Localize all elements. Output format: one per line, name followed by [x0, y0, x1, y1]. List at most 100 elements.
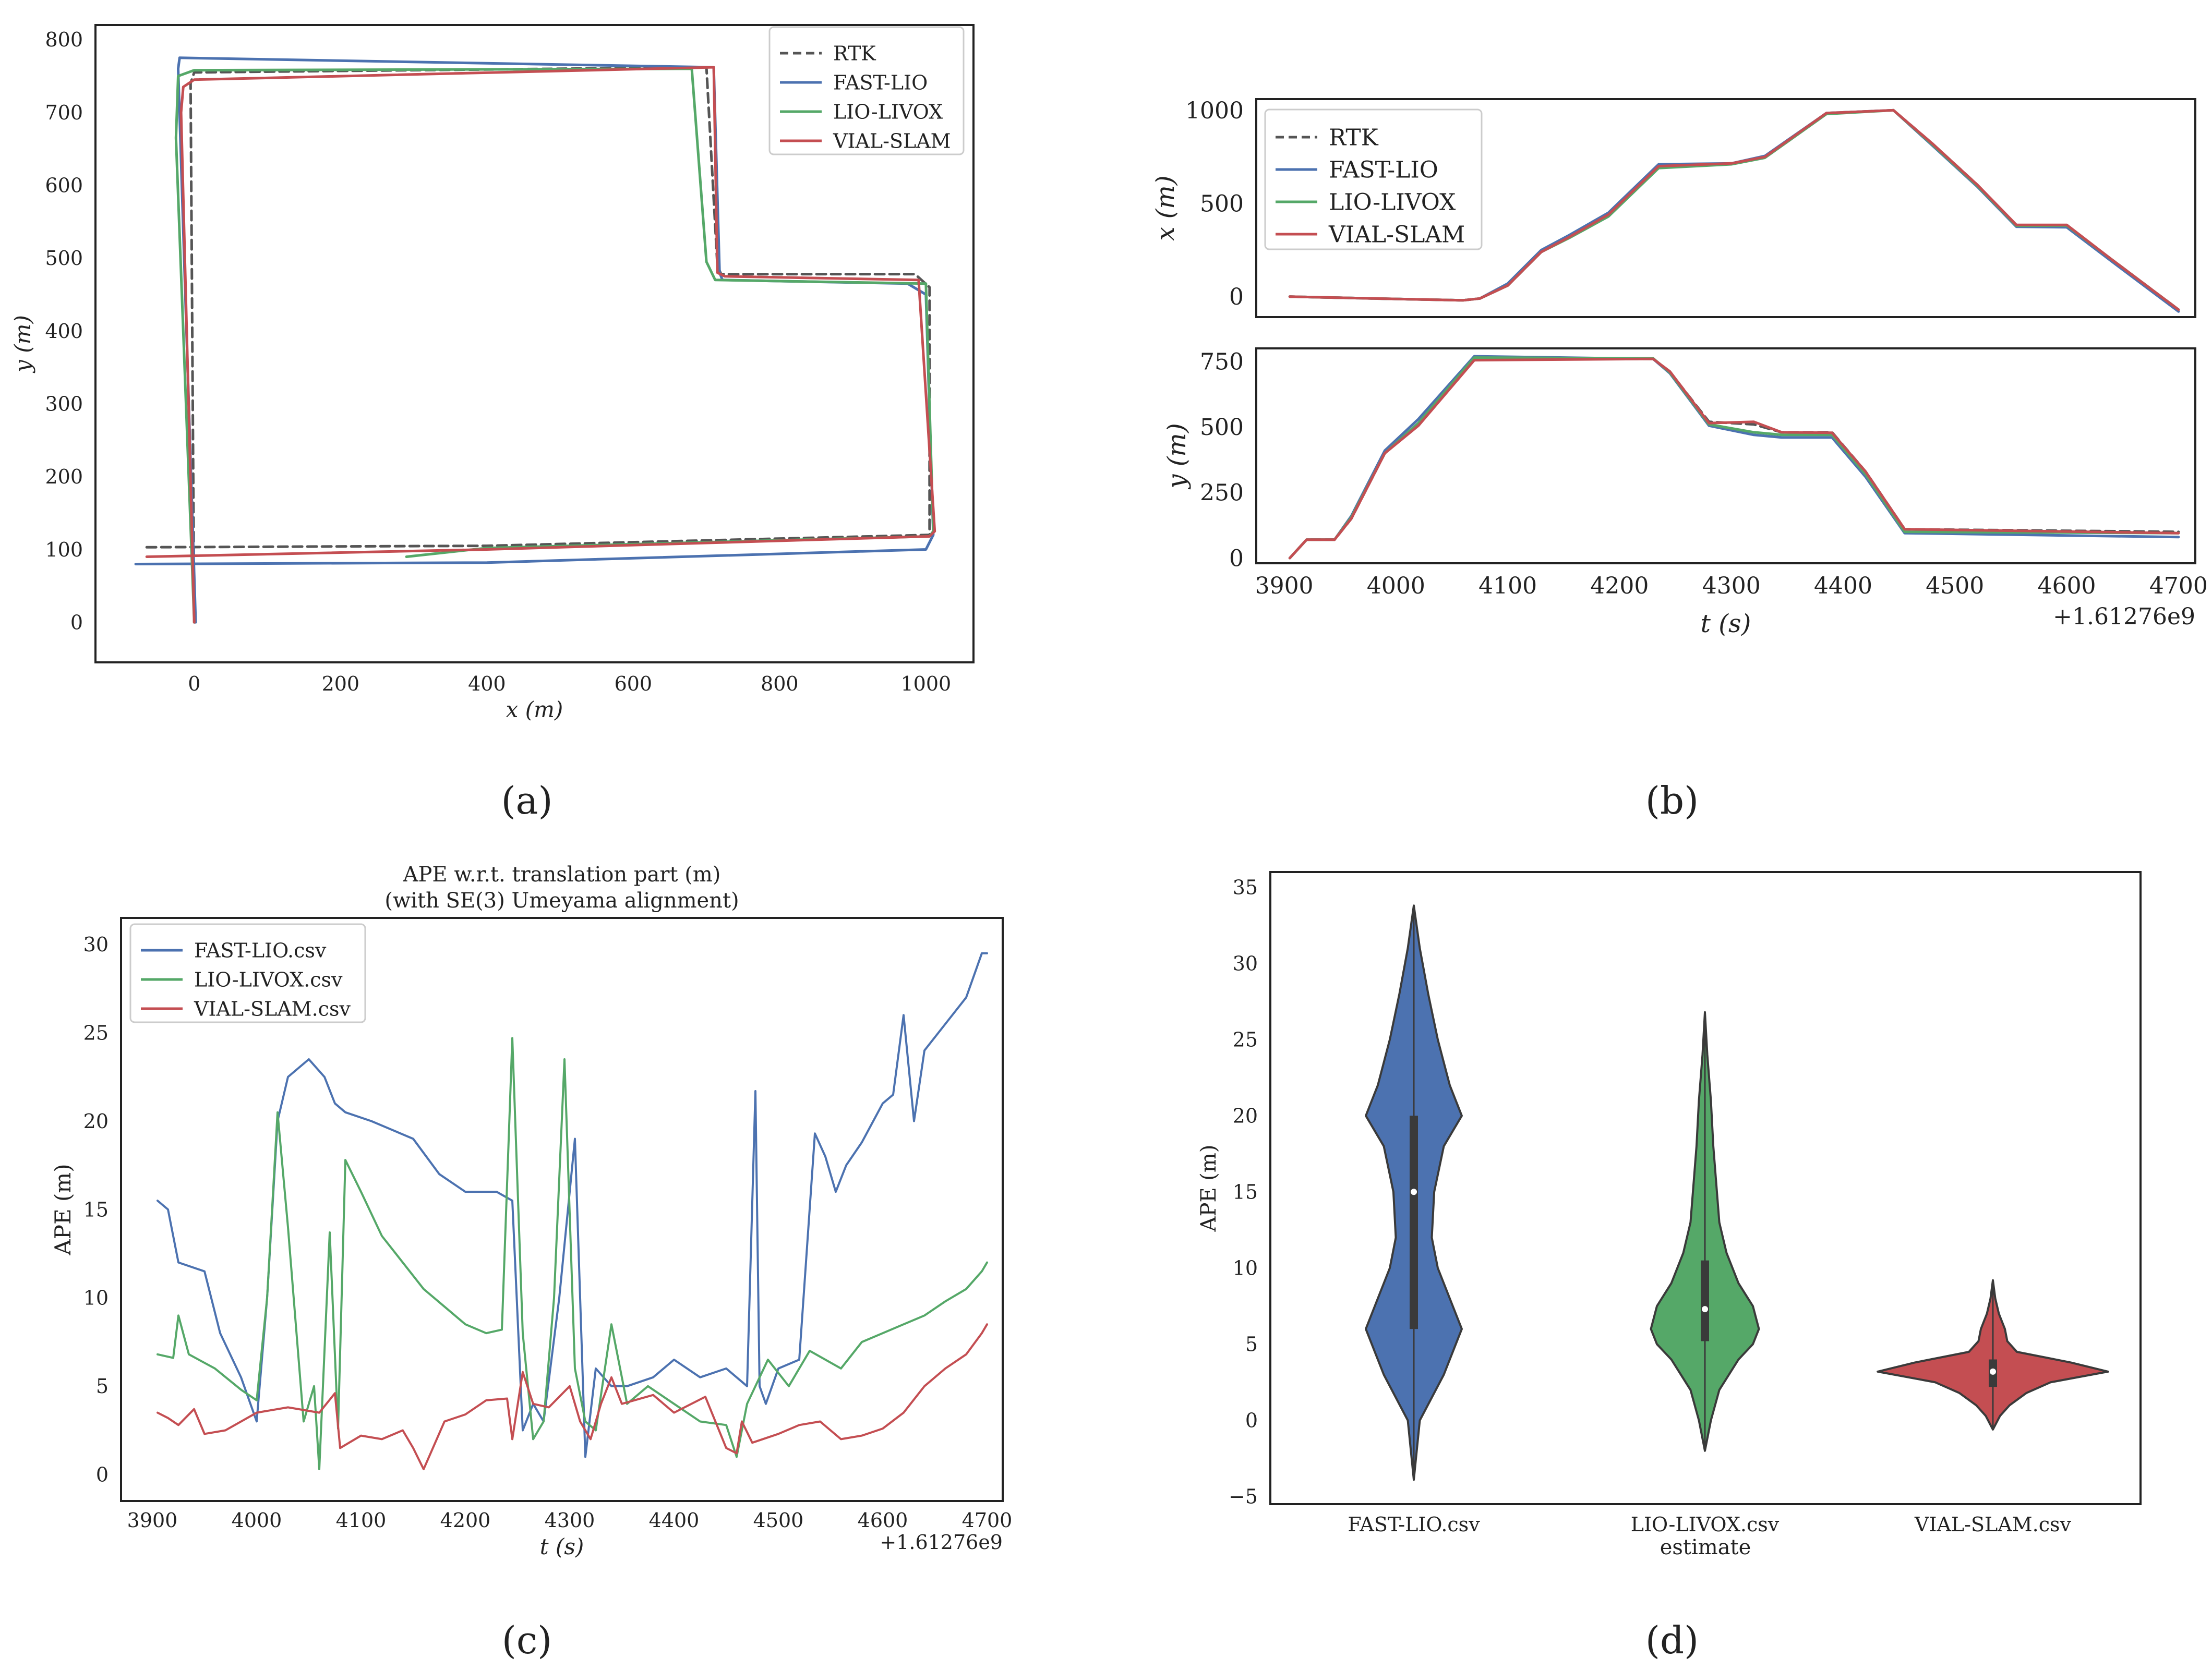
- y-tick-label: 30: [1233, 952, 1258, 975]
- x-tick-label: 400: [468, 672, 506, 695]
- y-tick-label: 200: [45, 465, 83, 488]
- series-line-lio-livox: [157, 1037, 988, 1470]
- series-line-vial-slam: [157, 1323, 988, 1470]
- y-tick-label: 20: [83, 1110, 109, 1133]
- series-line-y-vial-slam: [1288, 357, 2180, 560]
- panel-d-frame: [1269, 871, 2142, 1505]
- x-tick-label: 4700: [962, 1509, 1013, 1532]
- offset-label: +1.61276e9: [2053, 603, 2195, 630]
- legend-label: VIAL-SLAM.csv: [194, 997, 351, 1020]
- series-line-x-vial-slam: [1288, 108, 2180, 311]
- x-axis-label: t (s): [540, 1534, 584, 1559]
- x-tick-label: 4600: [858, 1509, 908, 1532]
- y-tick-label: 700: [45, 101, 83, 124]
- y-axis-label: x (m): [1151, 175, 1180, 240]
- x-tick-label: 4000: [1367, 573, 1425, 599]
- y-tick-label: 25: [83, 1022, 109, 1045]
- y-tick-label: 1000: [1185, 98, 1244, 124]
- x-axis-label: estimate: [1660, 1535, 1751, 1559]
- x-tick-label: 4500: [753, 1509, 804, 1532]
- legend-box: [129, 923, 366, 1023]
- y-tick-label: 800: [45, 28, 83, 51]
- y-tick-label: 10: [83, 1287, 109, 1310]
- y-tick-label: 5: [96, 1375, 109, 1398]
- series-line-y-rtk: [1288, 357, 2180, 560]
- x-tick-label: 0: [188, 672, 200, 695]
- legend-label: RTK: [1329, 124, 1379, 151]
- violin-median-dot: [1411, 1189, 1417, 1195]
- x-axis-label: x (m): [506, 697, 563, 722]
- x-tick-label: 4300: [1702, 573, 1761, 599]
- violin-median-dot: [1990, 1368, 1996, 1375]
- x-tick-label: 4000: [232, 1509, 282, 1532]
- violin-median-dot: [1702, 1306, 1708, 1313]
- caption-b: (b): [1645, 779, 1699, 822]
- legend-label: LIO-LIVOX: [1329, 189, 1456, 215]
- y-tick-label: 10: [1233, 1257, 1258, 1280]
- y-tick-label: 35: [1233, 876, 1258, 899]
- legend-label: RTK: [833, 42, 876, 65]
- y-axis-label: y (m): [10, 315, 35, 373]
- x-tick-label: FAST-LIO.csv: [1348, 1513, 1480, 1536]
- y-tick-label: 15: [83, 1198, 109, 1221]
- y-tick-label: 100: [45, 538, 83, 561]
- legend-label: FAST-LIO: [1329, 156, 1438, 183]
- series-line-y-lio-livox: [1288, 356, 2180, 560]
- series-line-y-fast-lio: [1288, 355, 2180, 560]
- x-tick-label: 4600: [2038, 573, 2096, 599]
- y-axis-label: y (m): [1162, 423, 1192, 489]
- legend-label: VIAL-SLAM: [1328, 221, 1465, 248]
- x-tick-label: 1000: [900, 672, 951, 695]
- x-tick-label: 4300: [545, 1509, 595, 1532]
- panel-b-top-frame: [1255, 98, 2196, 318]
- y-tick-label: 600: [45, 174, 83, 197]
- x-tick-label: 4500: [1926, 573, 1984, 599]
- panel-b-bottom-frame: [1255, 347, 2196, 564]
- x-tick-label: 4400: [1814, 573, 1872, 599]
- y-tick-label: 250: [1200, 480, 1244, 506]
- x-tick-label: 4100: [336, 1509, 387, 1532]
- x-tick-label: 4100: [1478, 573, 1537, 599]
- y-axis-label: APE (m): [50, 1164, 76, 1255]
- offset-label: +1.61276e9: [880, 1531, 1003, 1554]
- y-tick-label: 0: [1245, 1409, 1258, 1432]
- legend-label: LIO-LIVOX: [833, 100, 943, 123]
- caption-c: (c): [502, 1618, 552, 1662]
- x-tick-label: 4200: [1590, 573, 1649, 599]
- y-tick-label: 400: [45, 320, 83, 343]
- y-tick-label: 20: [1233, 1105, 1258, 1128]
- caption-d: (d): [1645, 1618, 1699, 1662]
- y-tick-label: 0: [70, 611, 83, 634]
- panel-c-frame: [120, 917, 1004, 1502]
- legend-label: FAST-LIO: [833, 71, 928, 94]
- x-tick-label: 600: [615, 672, 653, 695]
- x-tick-label: 3900: [127, 1509, 178, 1532]
- caption-a: (a): [501, 779, 552, 822]
- x-tick-label: 4400: [649, 1509, 700, 1532]
- legend-label: LIO-LIVOX.csv: [194, 968, 343, 991]
- legend-box: [1264, 108, 1483, 250]
- y-tick-label: 0: [96, 1463, 109, 1486]
- y-axis-label: APE (m): [1197, 1145, 1221, 1232]
- y-tick-label: 0: [1229, 545, 1244, 572]
- panel-a-frame: [94, 24, 975, 663]
- x-tick-label: LIO-LIVOX.csv: [1631, 1513, 1780, 1536]
- x-tick-label: 4200: [440, 1509, 491, 1532]
- violin-iqr-box: [1410, 1116, 1418, 1329]
- x-tick-label: 800: [761, 672, 799, 695]
- x-tick-label: VIAL-SLAM.csv: [1914, 1513, 2071, 1536]
- y-tick-label: −5: [1229, 1485, 1258, 1508]
- y-tick-label: 15: [1233, 1181, 1258, 1204]
- series-line-fast-lio: [157, 952, 988, 1458]
- legend-label: FAST-LIO.csv: [194, 939, 327, 962]
- x-axis-label: t (s): [1701, 609, 1751, 638]
- x-tick-label: 3900: [1255, 573, 1314, 599]
- x-tick-label: 200: [322, 672, 360, 695]
- y-tick-label: 500: [1200, 414, 1244, 441]
- y-tick-label: 300: [45, 393, 83, 416]
- y-tick-label: 0: [1229, 284, 1244, 310]
- y-tick-label: 30: [83, 933, 109, 956]
- legend-box: [768, 26, 965, 155]
- y-tick-label: 500: [1200, 190, 1244, 217]
